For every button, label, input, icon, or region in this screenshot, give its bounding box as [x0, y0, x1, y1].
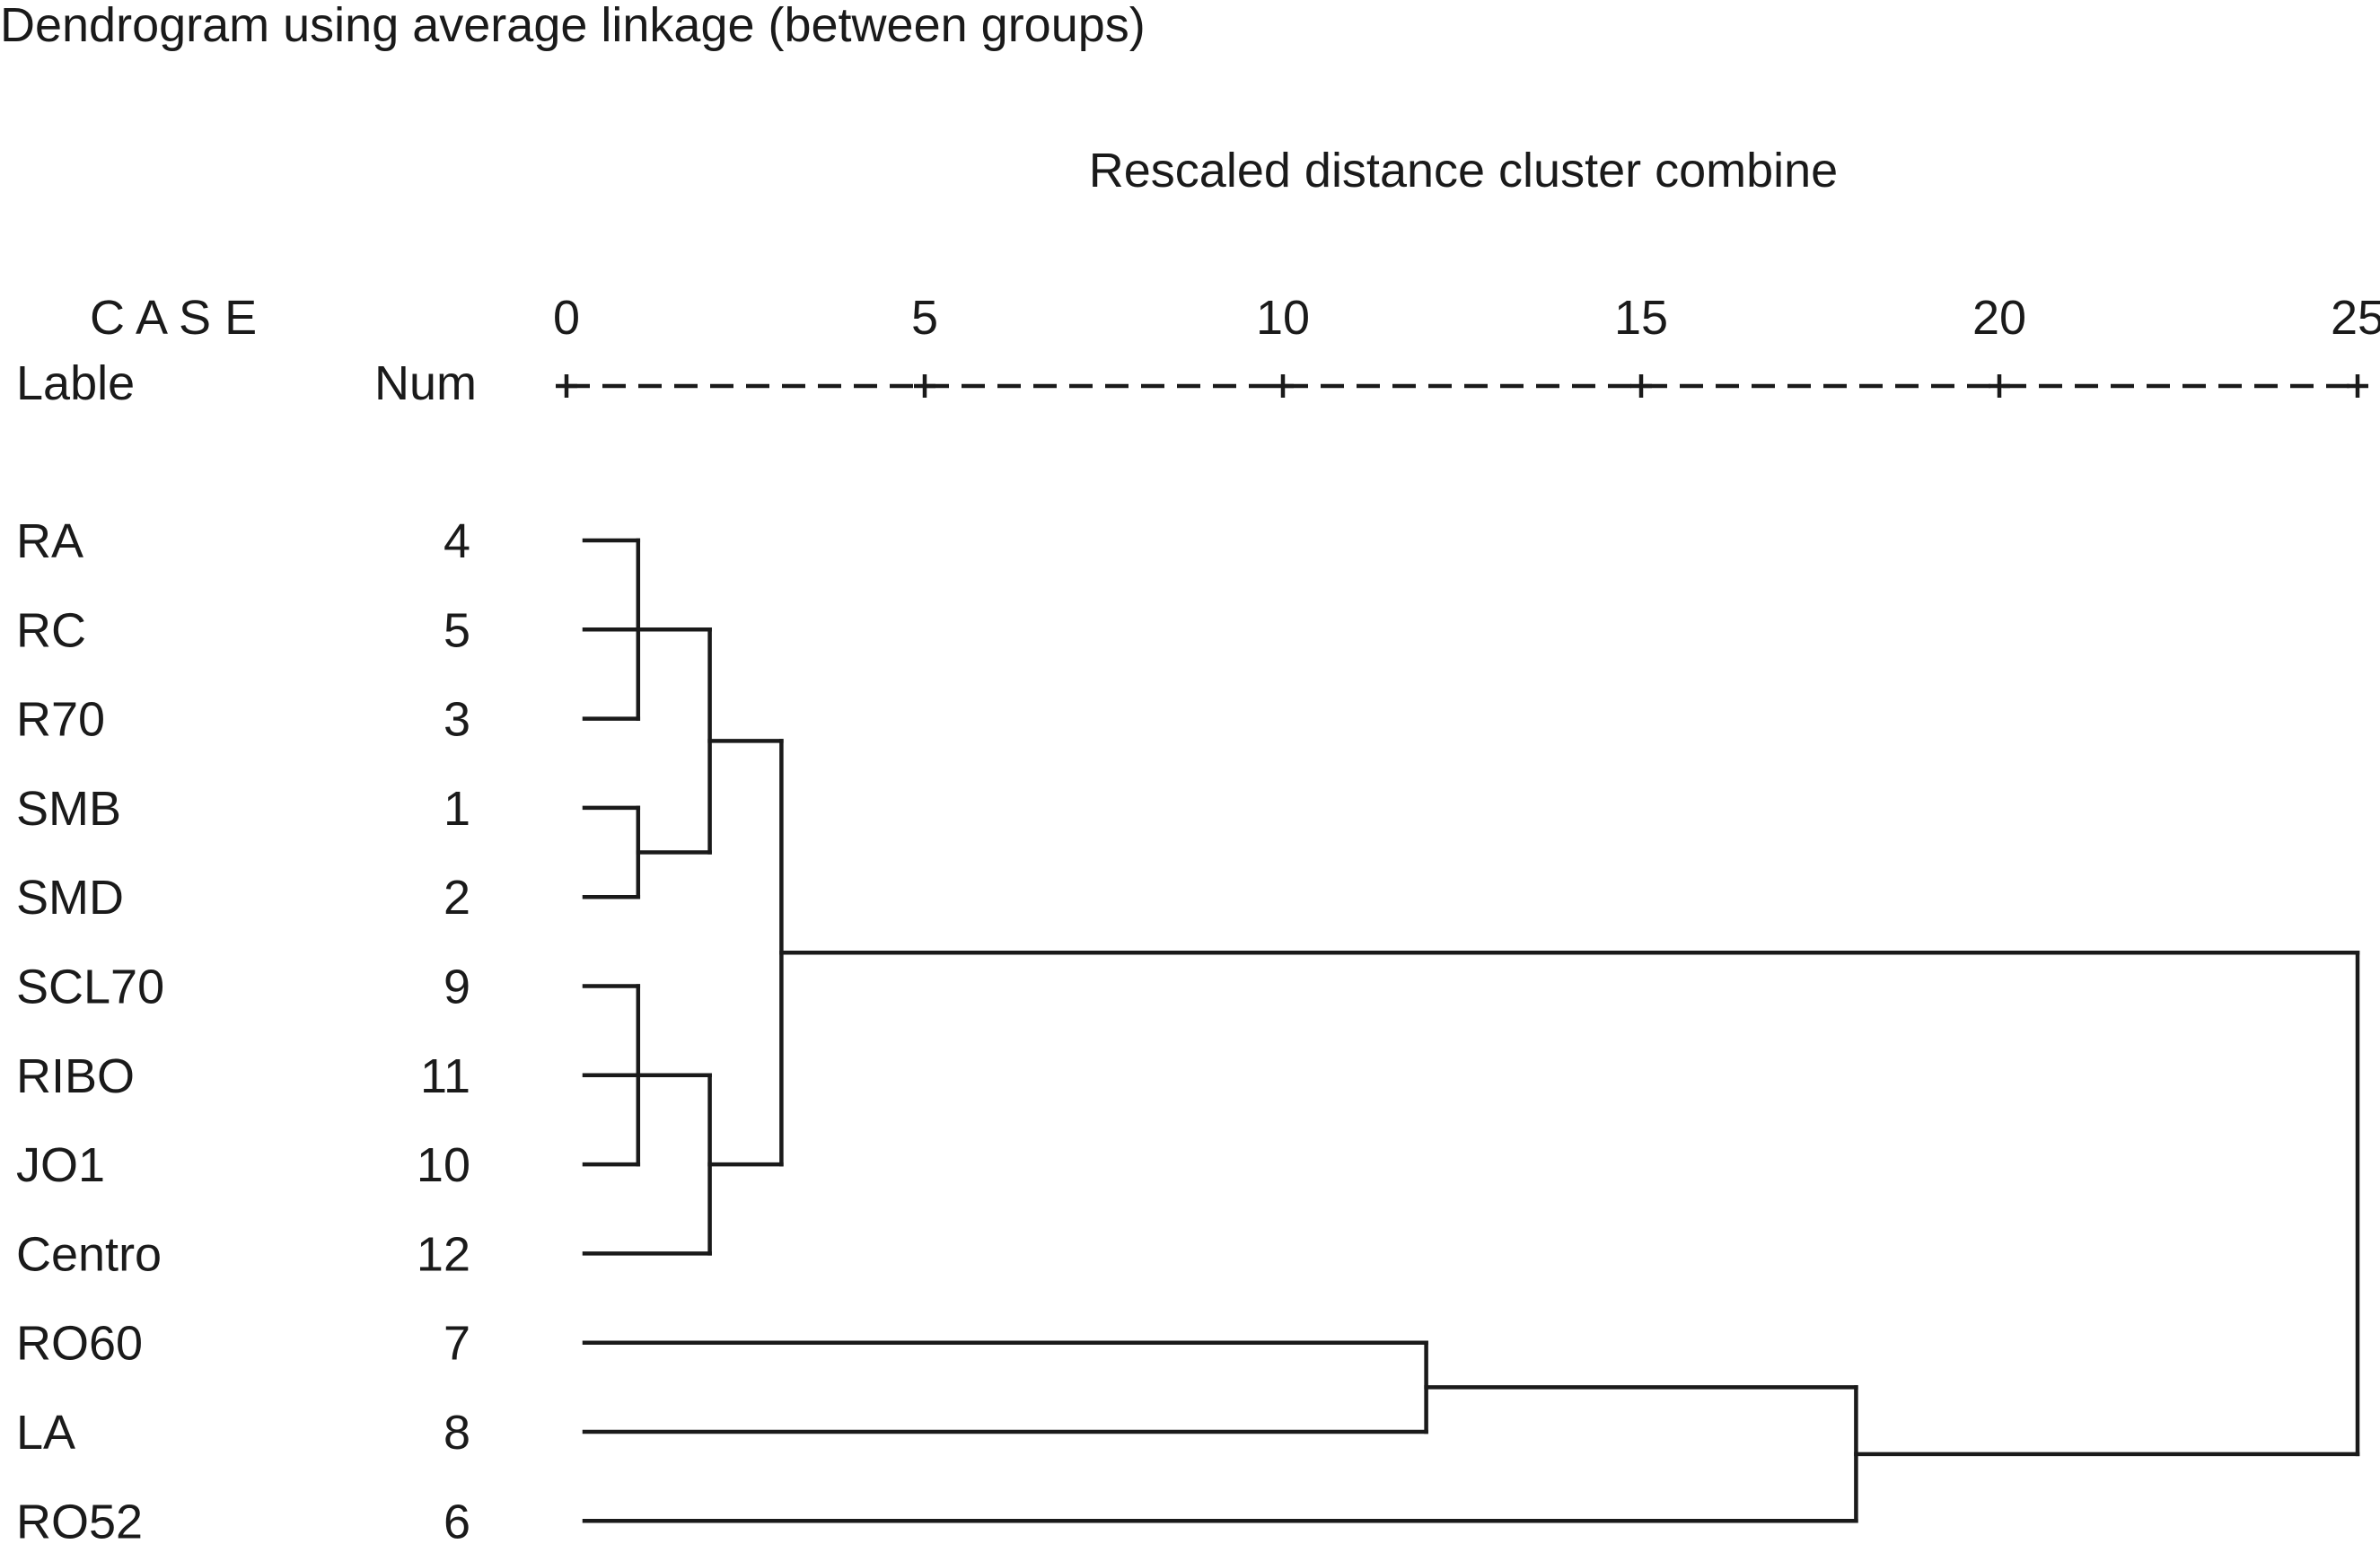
axis-tick-mark [2347, 374, 2368, 398]
leaf-number: 4 [444, 514, 470, 568]
axis-tick-label: 15 [1614, 291, 1668, 345]
leaf-label: Centro [16, 1227, 162, 1281]
leaf-label: RA [16, 514, 83, 568]
leaf-number: 5 [444, 603, 470, 657]
leaf-number: 6 [444, 1495, 470, 1544]
dendrogram-links [582, 538, 2360, 1523]
axis-tick-mark [1272, 374, 1294, 398]
axis-title: Rescaled distance cluster combine [1089, 144, 1838, 197]
leaf-number: 1 [444, 782, 470, 836]
label-column-header: Lable [16, 356, 135, 410]
leaf-number: 2 [444, 871, 470, 925]
axis-tick-label: 10 [1256, 291, 1310, 345]
leaf-number: 11 [420, 1049, 470, 1103]
axis-tick-mark [914, 374, 935, 398]
num-column-header: Num [374, 356, 477, 410]
leaf-label: SMB [16, 782, 121, 836]
leaf-label: RO60 [16, 1317, 143, 1371]
leaf-label: SCL70 [16, 961, 164, 1014]
axis-tick-label: 5 [911, 291, 938, 345]
leaf-label: LA [16, 1406, 75, 1460]
leaf-label: SMD [16, 871, 124, 925]
leaf-label: R70 [16, 693, 105, 747]
distance-axis: 0 5 10 15 20 25 [553, 291, 2380, 398]
leaf-number: 12 [417, 1227, 470, 1281]
leaf-number: 8 [444, 1406, 470, 1460]
leaf-number: 7 [444, 1317, 470, 1371]
leaf-label: JO1 [16, 1138, 105, 1192]
axis-tick-label: 20 [1972, 291, 2026, 345]
leaf-label: RC [16, 603, 86, 657]
axis-tick-label: 25 [2331, 291, 2380, 345]
leaf-labels: RA 4 RC 5 R70 3 SMB 1 SMD 2 SCL70 9 RIBO 11 JO1 10 Centr… [16, 514, 470, 1544]
case-header: C A S E [90, 291, 257, 345]
axis-tick-mark [556, 374, 577, 398]
leaf-number: 10 [417, 1138, 470, 1192]
leaf-label: RO52 [16, 1495, 143, 1544]
chart-title: Dendrogram using average linkage (betwee… [0, 0, 1146, 52]
leaf-number: 9 [444, 961, 470, 1014]
axis-tick-mark [1989, 374, 2010, 398]
leaf-label: RIBO [16, 1049, 135, 1103]
leaf-number: 3 [444, 693, 470, 747]
axis-tick-mark [1630, 374, 1652, 398]
axis-tick-label: 0 [553, 291, 580, 345]
